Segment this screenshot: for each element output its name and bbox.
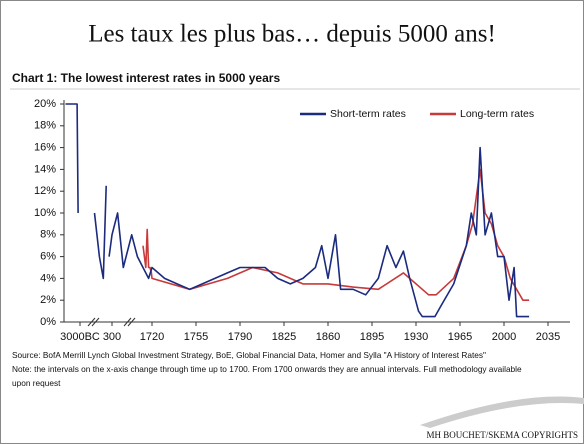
y-tick-label: 2% bbox=[40, 294, 56, 306]
y-tick-label: 16% bbox=[34, 142, 56, 154]
x-tick-label: 2000 bbox=[492, 331, 516, 343]
note: Note: the intervals on the x-axis change… bbox=[12, 364, 522, 374]
y-tick-label: 4% bbox=[40, 272, 56, 284]
y-tick-label: 14% bbox=[34, 163, 56, 175]
footer: MH BOUCHET/SKEMA COPYRIGHTS bbox=[426, 430, 578, 440]
x-tick-label: 1895 bbox=[360, 331, 384, 343]
x-tick-label: 1825 bbox=[272, 331, 296, 343]
swoosh bbox=[420, 396, 584, 428]
x-tick-label: 1720 bbox=[140, 331, 164, 343]
y-tick-label: 18% bbox=[34, 120, 56, 132]
note-cont: upon request bbox=[12, 378, 61, 388]
y-tick-label: 8% bbox=[40, 229, 56, 241]
x-tick-label: 1930 bbox=[404, 331, 428, 343]
source: Source: BofA Merrill Lynch Global Invest… bbox=[12, 350, 486, 360]
x-tick-label: 1790 bbox=[228, 331, 252, 343]
series-line bbox=[65, 103, 530, 318]
y-tick-label: 0% bbox=[40, 316, 56, 328]
x-tick-label: 3000BC bbox=[60, 331, 100, 343]
x-tick-label: 300 bbox=[103, 331, 121, 343]
chart-title: Chart 1: The lowest interest rates in 50… bbox=[12, 71, 280, 85]
x-tick-label: 2035 bbox=[536, 331, 560, 343]
x-tick-label: 1860 bbox=[316, 331, 340, 343]
x-tick-label: 1755 bbox=[184, 331, 208, 343]
x-tick-label: 1965 bbox=[448, 331, 472, 343]
y-tick-label: 10% bbox=[34, 207, 56, 219]
legend-label: Short-term rates bbox=[330, 108, 406, 120]
slide-title: Les taux les plus bas… depuis 5000 ans! bbox=[88, 21, 496, 48]
y-tick-label: 6% bbox=[40, 251, 56, 263]
y-tick-label: 12% bbox=[34, 185, 56, 197]
legend-label: Long-term rates bbox=[460, 108, 534, 120]
y-tick-label: 20% bbox=[34, 98, 56, 110]
